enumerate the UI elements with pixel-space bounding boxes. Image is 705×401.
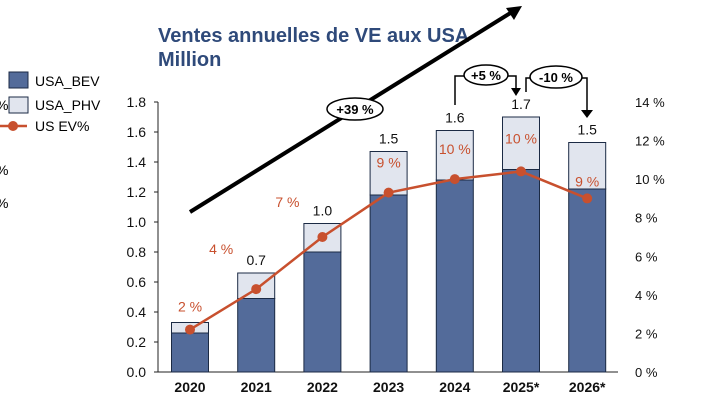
subtitle-line: Million [158, 49, 222, 71]
growth-label: +5 % [471, 68, 501, 83]
title-line: Ventes annuelles de VE aux USA [158, 25, 470, 47]
y-tick-label: 1.6 [127, 124, 147, 140]
bar-phv [568, 142, 607, 190]
trend-label: +39 % [336, 102, 374, 117]
change-arrowhead [581, 110, 593, 118]
growth-arrowhead [511, 88, 521, 96]
bar-bev [502, 169, 540, 373]
x-tick-label: 2025* [503, 379, 540, 395]
ev-share-label: 4 % [209, 241, 233, 257]
bar-bev [435, 179, 474, 373]
legend-label-phv: USA_PHV [35, 97, 101, 113]
ev-share-label: 7 % [275, 194, 299, 210]
y2-tick-label: 6 % [635, 249, 658, 264]
bar-bev [303, 251, 342, 373]
y-tick-label: 1.8 [127, 94, 147, 110]
legend-label-bev: USA_BEV [35, 73, 100, 89]
legend-marker-ev [8, 121, 18, 131]
ev-share-label: 10 % [505, 130, 537, 146]
bar-bev [237, 298, 276, 373]
ev-share-point [317, 232, 328, 242]
y-tick-label: 0.0 [127, 364, 147, 380]
bar-total-label: 1.6 [445, 110, 465, 126]
y-tick-label: 0.2 [127, 334, 147, 350]
y2-tick-label: 12 % [635, 134, 665, 149]
ev-share-point [582, 193, 593, 204]
bar-bev [369, 194, 408, 373]
bar-phv [435, 130, 474, 181]
bar-total-label: 1.5 [379, 131, 399, 147]
y2-tick-label: 2 % [635, 326, 658, 341]
y-tick-label: 0.4 [127, 304, 147, 320]
y-tick-label: 1.4 [127, 154, 147, 170]
ev-share-label: 9 % [377, 155, 401, 171]
y2-tick-label: 8 % [635, 211, 658, 226]
growth-bracket [454, 75, 517, 105]
growth-bubble [463, 64, 509, 86]
y2-tick-label: 14 % [635, 95, 665, 110]
y-tick-label: 1.0 [127, 214, 147, 230]
bar-total-label: 1.0 [313, 203, 333, 219]
y2-tick-label: 10 % [635, 172, 665, 187]
y-tick-label: 0.6 [127, 274, 147, 290]
x-tick-label: 2022 [307, 379, 338, 395]
bar-phv [237, 272, 276, 299]
legend-swatch-phv [8, 96, 29, 114]
y2-tick-label: 4 % [635, 288, 658, 303]
bar-total-label: 0.7 [246, 252, 266, 268]
ev-share-point [516, 166, 526, 177]
cutoff-axis-label: % [0, 97, 8, 113]
ev-share-label: 9 % [575, 173, 599, 189]
chart-title: Ventes annuelles de VE aux USA Million [158, 24, 469, 72]
cutoff-axis-label: % [0, 162, 8, 178]
x-tick-label: 2026* [569, 379, 606, 395]
ev-share-label: 2 % [178, 299, 202, 315]
change-bubble [529, 65, 583, 89]
bar-phv [502, 116, 540, 170]
ev-share-point [383, 187, 394, 198]
x-tick-label: 2021 [241, 379, 272, 395]
ev-share-point [449, 174, 460, 185]
bar-bev [171, 332, 209, 373]
cutoff-axis-label: % [0, 195, 8, 211]
legend-label-ev: US EV% [35, 118, 89, 134]
y-tick-label: 1.2 [127, 184, 147, 200]
bar-total-label: 1.5 [577, 122, 597, 138]
x-tick-label: 2020 [174, 379, 205, 395]
ev-share-label: 10 % [439, 141, 471, 157]
x-tick-label: 2024 [439, 379, 470, 395]
trend-label-bubble [326, 97, 384, 121]
y2-tick-label: 0 % [635, 365, 658, 380]
trend-arrowhead [506, 6, 522, 20]
ev-share-point [251, 284, 262, 295]
bar-total-label: 1.7 [511, 96, 531, 112]
legend-swatch-bev [8, 71, 29, 89]
bar-bev [568, 188, 607, 373]
y-tick-label: 0.8 [127, 244, 147, 260]
ev-share-point [185, 324, 195, 335]
x-tick-label: 2023 [373, 379, 404, 395]
change-label: -10 % [539, 70, 573, 85]
